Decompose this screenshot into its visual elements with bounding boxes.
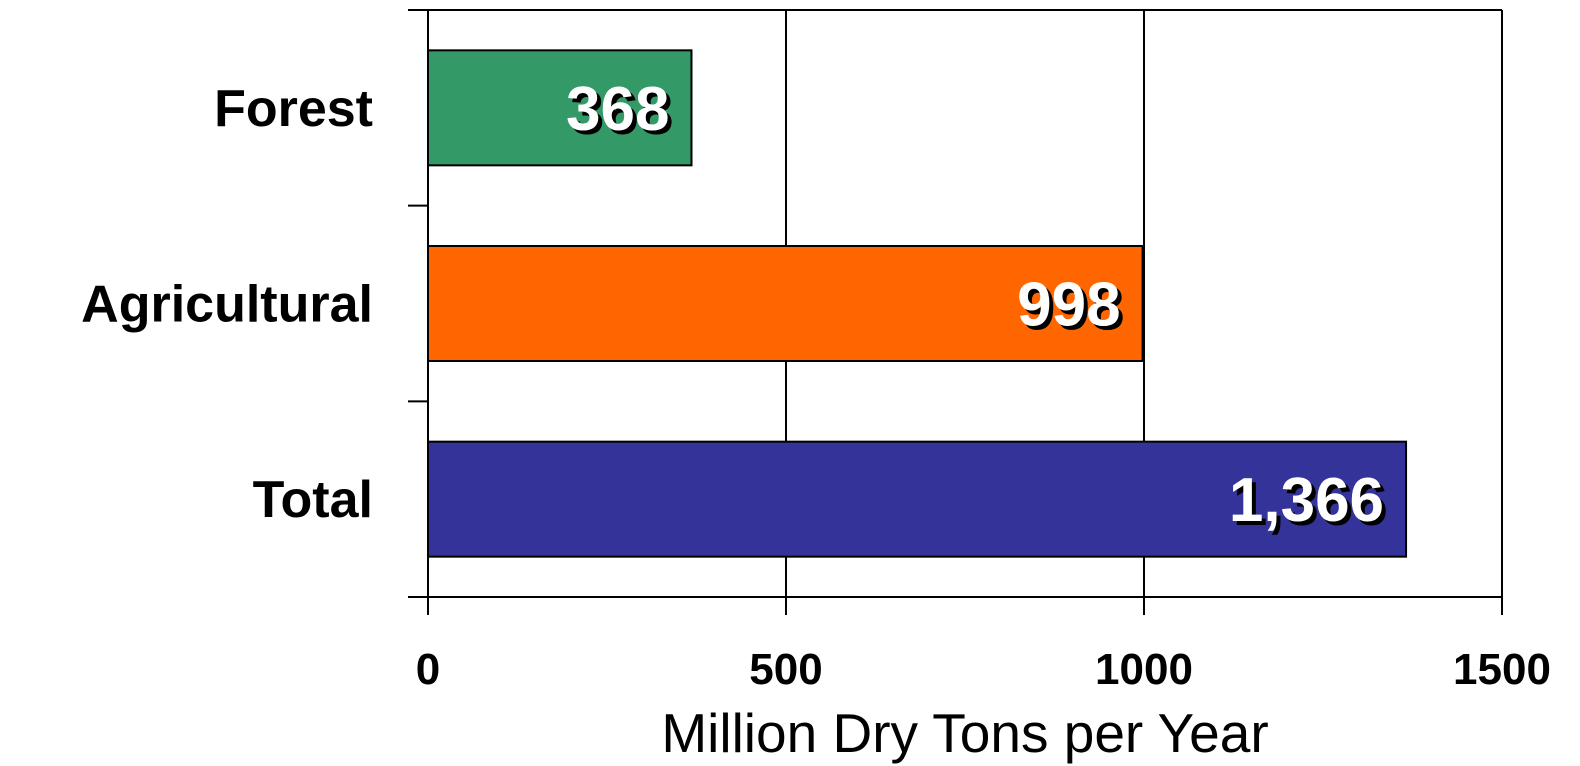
x-tick-label-500: 500 [749,645,822,694]
data-label-shadow-total: 1,366 [1233,470,1388,539]
bar-forest [427,49,693,167]
x-tick-label-0: 0 [416,645,440,694]
bars-layer [427,49,1408,558]
data-label-shadow-forest: 368 [570,79,673,148]
x-tick-label-1000: 1000 [1095,645,1193,694]
bar-agricultural [427,245,1144,362]
axis-layer [408,9,1503,615]
x-tick-label-1500: 1500 [1453,645,1551,694]
data-label-forest: 368 [566,75,669,144]
data-label-shadow-agricultural: 998 [1021,275,1124,344]
bar-total [427,440,1408,558]
data-label-agricultural: 998 [1017,271,1120,340]
category-label-forest: Forest [214,80,373,138]
category-label-total: Total [253,471,373,529]
category-label-agricultural: Agricultural [81,276,373,334]
x-axis-title: Million Dry Tons per Year [661,702,1268,764]
data-label-total: 1,366 [1229,466,1384,535]
